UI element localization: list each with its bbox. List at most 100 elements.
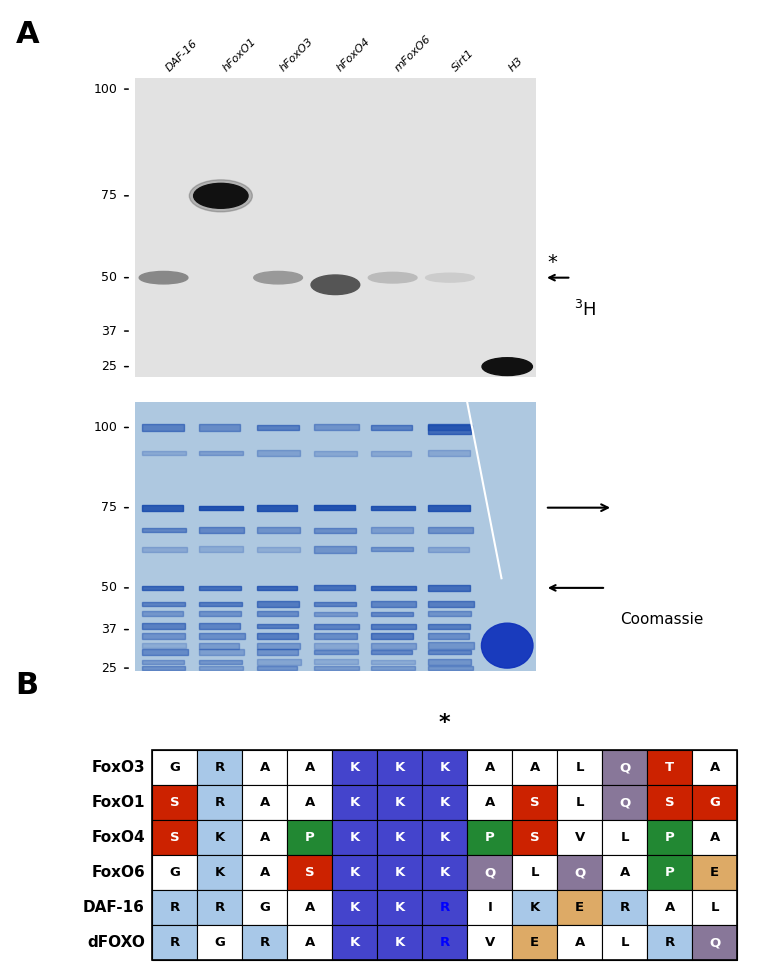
Ellipse shape — [194, 183, 248, 209]
Text: P: P — [305, 831, 315, 844]
Bar — [602, 820, 647, 856]
Text: L: L — [575, 797, 584, 809]
Bar — [429, 527, 473, 533]
Bar — [429, 450, 470, 456]
Text: A: A — [709, 761, 719, 774]
Bar — [332, 751, 377, 785]
Text: S: S — [530, 831, 540, 844]
Bar — [257, 633, 298, 639]
Text: R: R — [439, 902, 449, 914]
Text: K: K — [439, 866, 449, 879]
Bar — [557, 751, 602, 785]
Bar — [153, 925, 197, 960]
Bar — [429, 424, 471, 434]
Bar — [200, 527, 244, 533]
Bar — [200, 643, 240, 649]
Bar — [429, 547, 469, 552]
Bar — [429, 585, 470, 591]
Bar — [332, 820, 377, 856]
Bar — [142, 424, 184, 430]
Bar — [257, 602, 298, 607]
Text: A: A — [260, 866, 270, 879]
Text: S: S — [530, 797, 540, 809]
Bar — [377, 820, 423, 856]
Text: 25: 25 — [101, 360, 117, 373]
Bar — [602, 785, 647, 820]
Text: A: A — [305, 797, 315, 809]
Bar — [557, 785, 602, 820]
Text: K: K — [395, 761, 405, 774]
Bar — [332, 925, 377, 960]
Bar — [314, 585, 355, 590]
Bar — [142, 633, 185, 639]
Text: P: P — [665, 831, 675, 844]
Text: K: K — [349, 902, 360, 914]
Bar — [288, 785, 332, 820]
Bar — [467, 820, 512, 856]
Text: FoxO3: FoxO3 — [91, 760, 145, 775]
Text: V: V — [484, 936, 495, 950]
Bar — [557, 856, 602, 890]
Text: *: * — [439, 712, 450, 733]
Text: A: A — [530, 761, 540, 774]
Text: K: K — [439, 831, 449, 844]
Bar — [557, 890, 602, 925]
Bar — [371, 547, 413, 552]
Bar — [142, 451, 186, 456]
Text: I: I — [487, 902, 492, 914]
Text: Q: Q — [619, 761, 630, 774]
Bar — [314, 643, 358, 649]
Text: hFoxO4: hFoxO4 — [335, 36, 372, 74]
Text: R: R — [260, 936, 270, 950]
Bar — [429, 424, 472, 430]
Bar — [429, 650, 470, 654]
Bar — [142, 505, 183, 511]
Bar — [314, 624, 359, 628]
Text: 37: 37 — [101, 623, 117, 636]
Bar — [423, 785, 467, 820]
Text: L: L — [530, 866, 539, 879]
Text: DAF-16: DAF-16 — [83, 901, 145, 915]
Text: L: L — [621, 831, 629, 844]
Text: K: K — [395, 831, 405, 844]
Text: K: K — [349, 797, 360, 809]
Bar — [142, 586, 183, 590]
Bar — [557, 820, 602, 856]
Text: K: K — [349, 866, 360, 879]
Bar — [142, 602, 184, 607]
Text: FoxO1: FoxO1 — [92, 795, 145, 810]
Bar — [371, 643, 416, 649]
Text: S: S — [665, 797, 675, 809]
Text: K: K — [349, 936, 360, 950]
Text: FoxO6: FoxO6 — [91, 865, 145, 880]
Bar — [371, 527, 413, 533]
Bar — [142, 666, 185, 670]
Bar — [288, 751, 332, 785]
Text: S: S — [170, 797, 180, 809]
Bar — [153, 785, 197, 820]
Text: R: R — [665, 936, 675, 950]
Text: FoxO4: FoxO4 — [91, 830, 145, 846]
Bar — [200, 451, 243, 456]
Bar — [142, 528, 187, 532]
Text: V: V — [574, 831, 584, 844]
Bar — [197, 856, 242, 890]
Text: G: G — [259, 902, 270, 914]
Ellipse shape — [190, 179, 252, 212]
Bar — [257, 665, 298, 670]
Text: T: T — [665, 761, 674, 774]
Text: S: S — [170, 831, 180, 844]
Text: A: A — [305, 936, 315, 950]
Bar — [602, 890, 647, 925]
Text: K: K — [439, 797, 449, 809]
Bar — [257, 505, 298, 511]
Text: E: E — [530, 936, 539, 950]
Text: G: G — [709, 797, 720, 809]
Text: K: K — [439, 761, 449, 774]
Text: 50: 50 — [101, 271, 117, 284]
Bar — [257, 624, 298, 628]
Bar — [429, 505, 470, 511]
Bar — [288, 820, 332, 856]
Bar — [647, 820, 692, 856]
Text: dFOXO: dFOXO — [87, 935, 145, 951]
